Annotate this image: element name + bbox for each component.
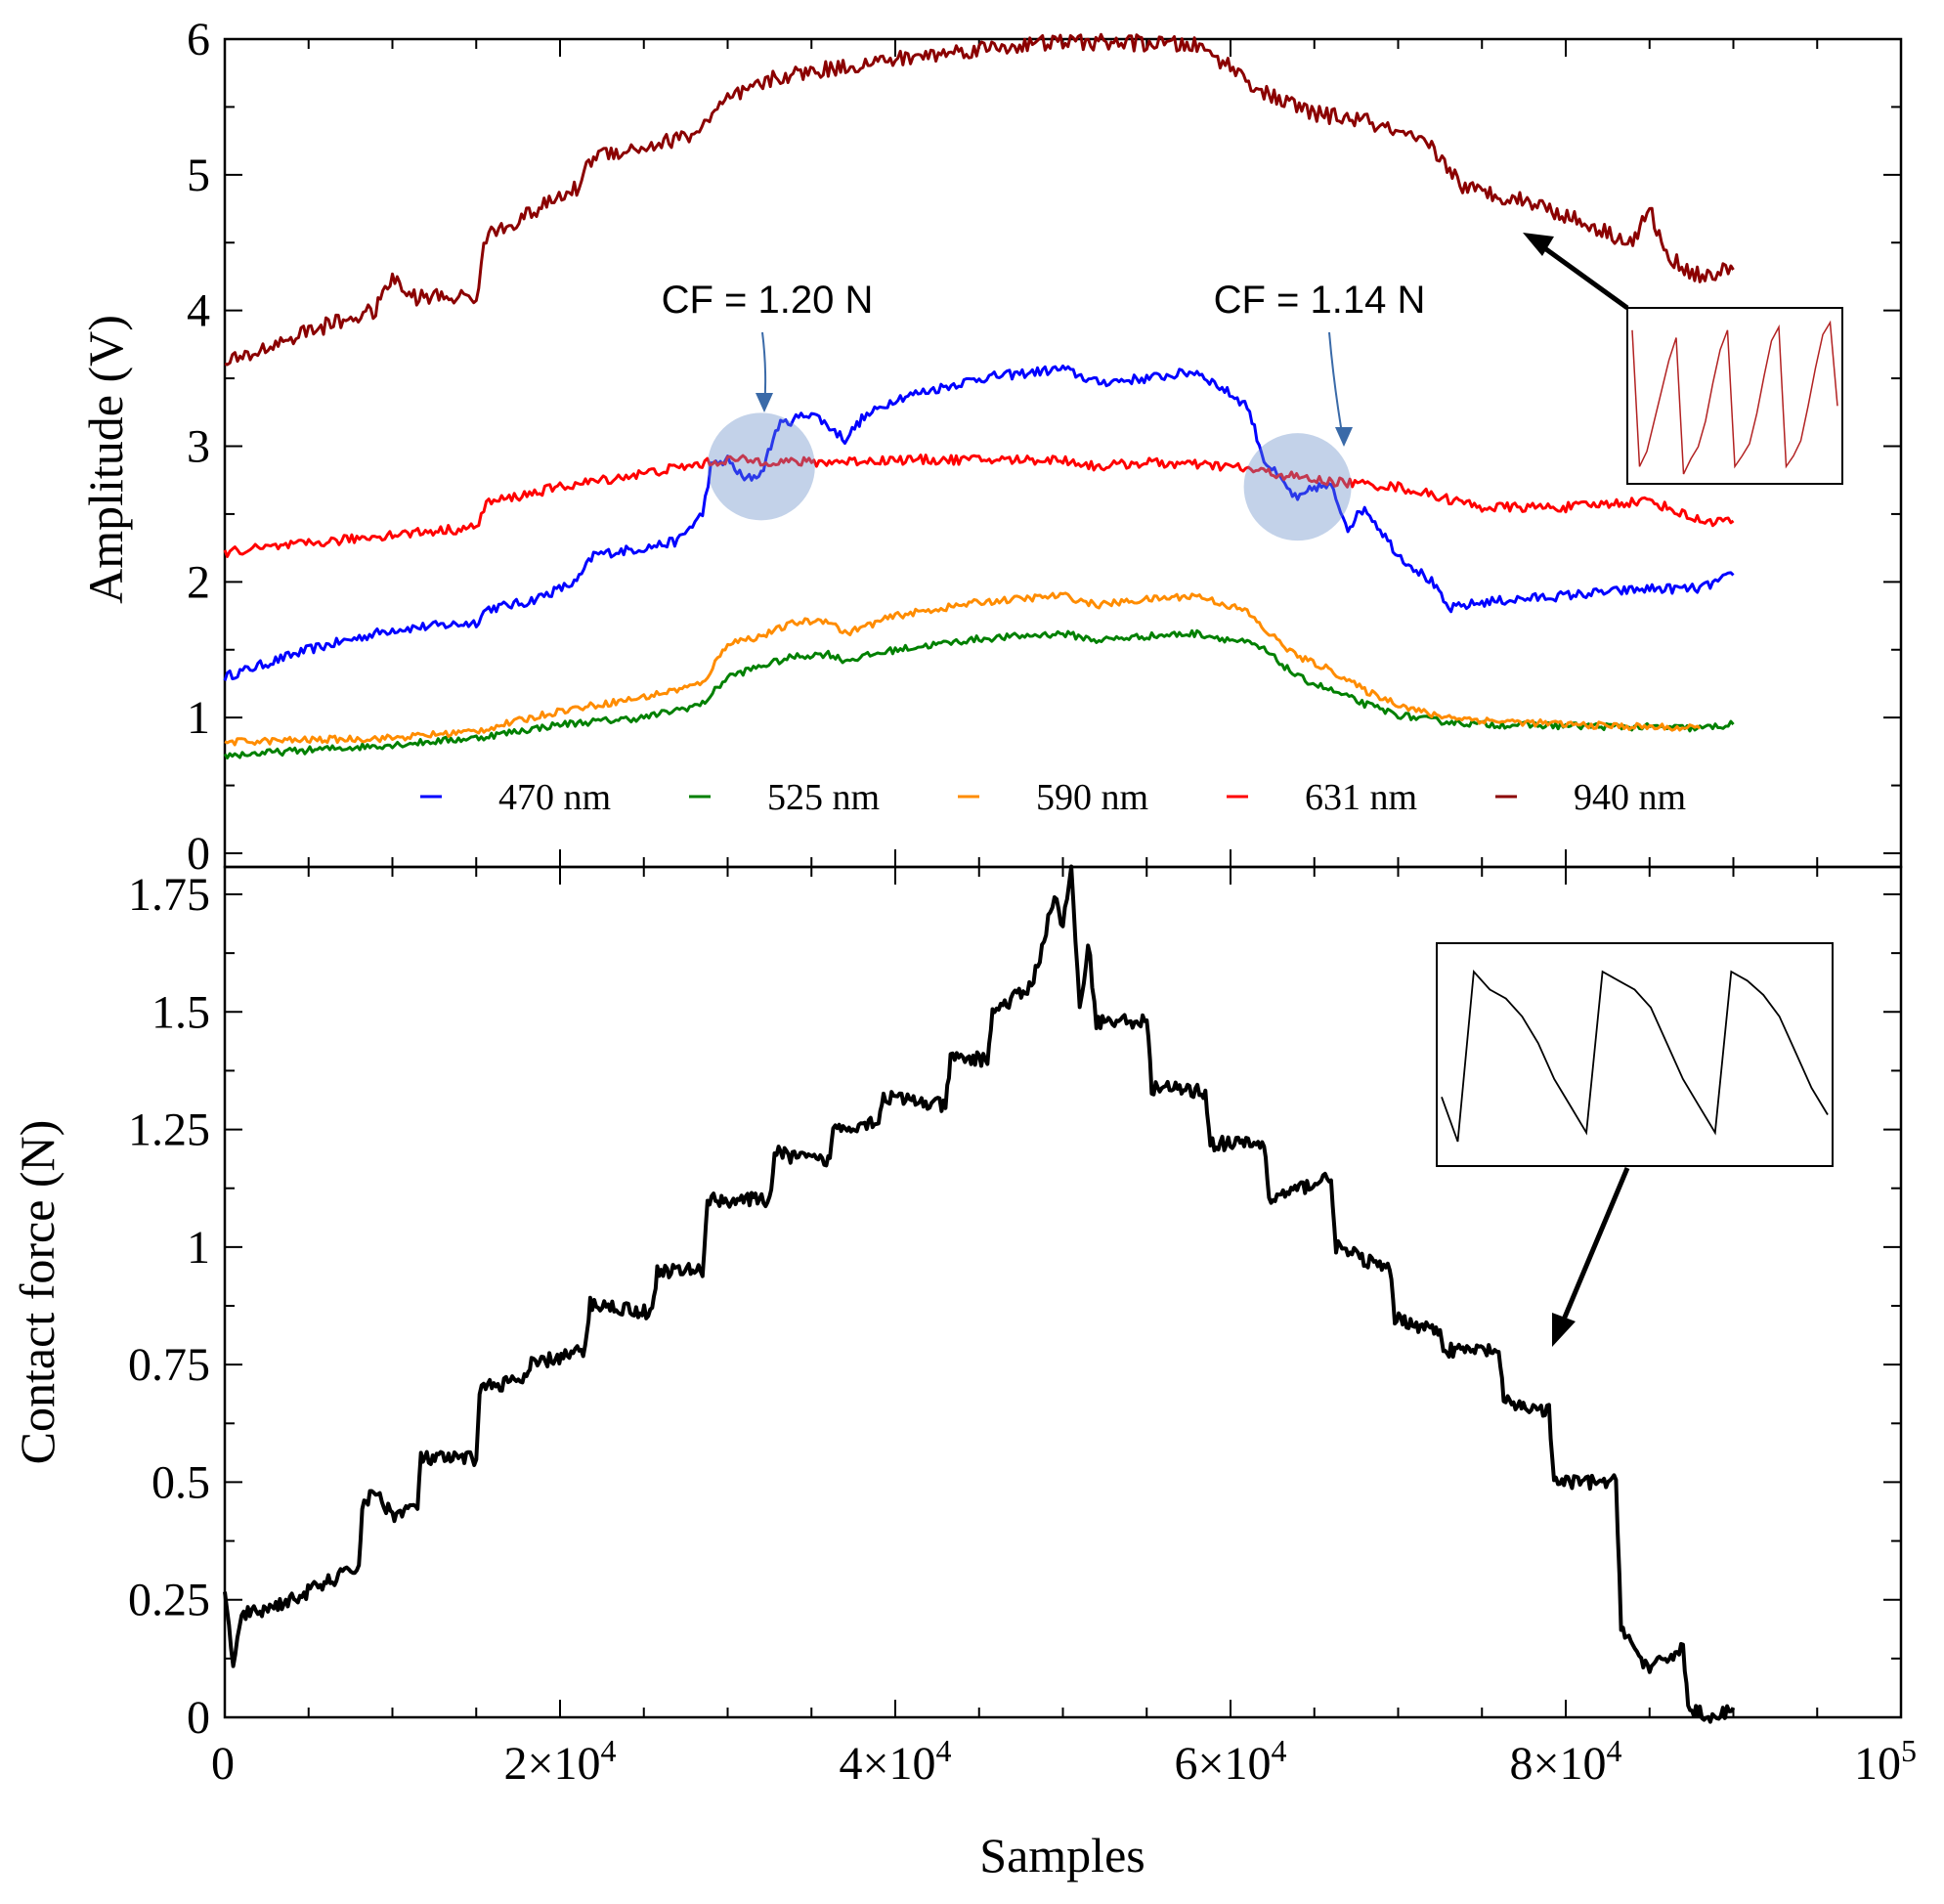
inset-frame [1436, 942, 1834, 1167]
annotation-arrowhead [1335, 427, 1353, 447]
force-y-tick-label: 1 [187, 1222, 210, 1274]
amplitude-series-470-nm [223, 364, 1735, 681]
legend-label: 470 nm [498, 777, 611, 818]
amplitude-y-tick-label: 1 [187, 692, 210, 744]
inset-pointer-arrowhead [1523, 233, 1554, 256]
force-y-tick-label: 0.75 [128, 1339, 210, 1391]
x-tick-label: 6×104 [1174, 1733, 1286, 1790]
x-tick-label: 0 [211, 1738, 235, 1790]
contact-force-y-axis-label: Contact force (N) [10, 1120, 65, 1465]
amplitude-series-631-nm [223, 454, 1735, 558]
inset-waveform-940nm [1631, 320, 1838, 475]
amplitude-y-tick-label: 3 [187, 421, 210, 473]
legend-label: 631 nm [1305, 777, 1417, 818]
inset-pointer-arrowhead [1552, 1313, 1576, 1347]
amplitude-ticks: 0 1 2 3 4 5 6 [187, 14, 1902, 880]
force-y-tick-label: 0.25 [128, 1575, 210, 1626]
x-axis-label: Samples [979, 1828, 1145, 1882]
legend-label: 590 nm [1036, 777, 1148, 818]
x-tick-label: 4×104 [839, 1733, 951, 1790]
amplitude-series-940-nm [224, 32, 1735, 367]
amplitude-series-590-nm [224, 591, 1702, 747]
amplitude-y-tick-label: 5 [187, 150, 210, 201]
force-y-tick-label: 0.5 [151, 1456, 210, 1508]
annotation-label: CF = 1.14 N [1214, 279, 1426, 322]
amplitude-y-tick-label: 0 [187, 828, 210, 880]
x-tick-label: 2×104 [503, 1733, 616, 1790]
amplitude-annotations: CF = 1.20 N CF = 1.14 N [662, 279, 1426, 541]
contact-force-series [223, 864, 1736, 1724]
force-y-tick-label: 0 [187, 1692, 210, 1744]
annotation-arrowhead [756, 393, 773, 412]
x-tick-label: 8×104 [1509, 1733, 1621, 1790]
contact-force-inset [1436, 942, 1834, 1347]
contact-force-ticks: 0 0.25 0.5 0.75 1 1.25 1.5 1.75 0 2×104 4×104 6×104… [128, 867, 1917, 1790]
force-y-tick-label: 1.25 [128, 1104, 210, 1156]
force-y-tick-label: 1.75 [128, 869, 210, 921]
inset-pointer-arrow [1561, 1167, 1630, 1320]
annotation-label: CF = 1.20 N [662, 279, 874, 322]
highlight-circle [1243, 433, 1352, 541]
inset-waveform-force [1441, 969, 1829, 1143]
amplitude-panel: 0 1 2 3 4 5 6 CF = 1.20 N CF = 1.14 N Amplitude… [78, 14, 1903, 880]
contact-force-line [223, 864, 1736, 1724]
amplitude-inset [1523, 233, 1843, 485]
highlight-circle [707, 412, 815, 521]
legend-label: 940 nm [1574, 777, 1686, 818]
x-tick-label: 105 [1854, 1733, 1917, 1790]
amplitude-y-axis-label: Amplitude (V) [78, 315, 133, 604]
inset-pointer-arrow [1537, 241, 1629, 311]
amplitude-legend: 470 nm 525 nm 590 nm 631 nm 940 nm [420, 777, 1686, 818]
force-y-tick-label: 1.5 [151, 986, 210, 1038]
amplitude-y-tick-label: 6 [187, 14, 210, 65]
amplitude-y-tick-label: 2 [187, 556, 210, 608]
legend-label: 525 nm [767, 777, 880, 818]
contact-force-panel: 0 0.25 0.5 0.75 1 1.25 1.5 1.75 0 2×104 4×104 6×104… [10, 864, 1917, 1882]
amplitude-series [223, 32, 1735, 759]
amplitude-y-tick-label: 4 [187, 285, 210, 337]
